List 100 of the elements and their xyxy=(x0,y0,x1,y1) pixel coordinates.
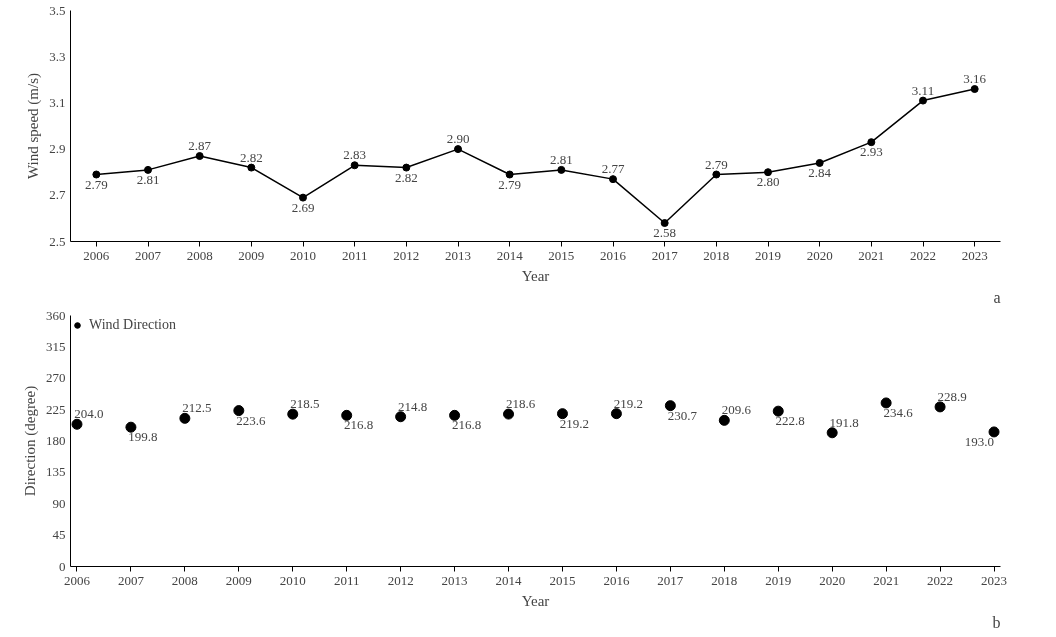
y-tick-label: 270 xyxy=(46,370,66,386)
data-label: 2.69 xyxy=(291,199,315,215)
x-tick-label: 2009 xyxy=(225,572,252,588)
x-axis-title: Year xyxy=(521,267,550,284)
y-tick-label: 3.1 xyxy=(49,94,66,110)
data-label: 2.79 xyxy=(84,176,108,192)
point xyxy=(395,411,407,423)
point xyxy=(664,400,676,412)
data-label: 230.7 xyxy=(667,407,698,423)
y-tick-label: 45 xyxy=(52,527,66,543)
point xyxy=(125,421,137,433)
x-tick-label: 2020 xyxy=(806,247,833,263)
x-tick-label: 2015 xyxy=(548,247,575,263)
x-tick-label: 2011 xyxy=(333,572,360,588)
x-tick-label: 2011 xyxy=(341,247,368,263)
point xyxy=(718,414,730,426)
x-tick-label: 2016 xyxy=(603,572,630,588)
data-label: 234.6 xyxy=(883,404,914,420)
x-tick-label: 2018 xyxy=(711,572,738,588)
data-label: 218.6 xyxy=(505,396,536,412)
x-tick-label: 2021 xyxy=(873,572,900,588)
point xyxy=(71,418,83,430)
data-label: 2.81 xyxy=(549,151,573,167)
point xyxy=(350,161,359,170)
x-tick-label: 2020 xyxy=(819,572,846,588)
data-label: 2.83 xyxy=(343,147,367,163)
point xyxy=(609,175,617,184)
data-label: 2.93 xyxy=(859,144,883,160)
data-label: 219.2 xyxy=(559,415,590,431)
point xyxy=(867,138,876,147)
x-tick-label: 2023 xyxy=(961,247,988,263)
point xyxy=(934,401,946,413)
point xyxy=(449,409,461,421)
point xyxy=(815,158,824,167)
x-tick-label: 2018 xyxy=(703,247,730,263)
point xyxy=(505,170,514,179)
data-label: 2.90 xyxy=(446,131,470,147)
point xyxy=(144,165,152,174)
x-tick-label: 2006 xyxy=(63,572,91,588)
x-tick-label: 2017 xyxy=(657,572,684,588)
data-label: 2.82 xyxy=(394,169,418,185)
data-label: 193.0 xyxy=(964,433,995,449)
data-label: 2.79 xyxy=(704,156,728,172)
data-label: 2.77 xyxy=(601,161,625,177)
x-tick-label: 2016 xyxy=(600,247,627,263)
data-label: 219.2 xyxy=(613,395,644,411)
data-label: 2.80 xyxy=(756,174,780,190)
data-label: 216.8 xyxy=(451,417,482,433)
point xyxy=(557,165,566,174)
y-tick-label: 2.5 xyxy=(49,233,66,249)
data-label: 216.8 xyxy=(344,417,374,433)
point xyxy=(988,426,1000,438)
legend-label: Wind Direction xyxy=(89,317,176,333)
y-tick-label: 2.9 xyxy=(49,141,66,157)
x-tick-label: 2007 xyxy=(117,572,145,588)
data-label: 2.79 xyxy=(498,176,522,192)
x-tick-label: 2017 xyxy=(651,247,679,263)
y-tick-label: 3.5 xyxy=(49,2,66,18)
x-axis-title: Year xyxy=(521,592,550,609)
point xyxy=(610,408,622,420)
data-label: 204.0 xyxy=(74,406,104,422)
point xyxy=(660,219,669,228)
x-tick-label: 2008 xyxy=(186,247,213,263)
data-label: 199.8 xyxy=(128,429,158,445)
data-label: 3.16 xyxy=(963,71,987,87)
data-label: 223.6 xyxy=(236,412,266,428)
data-label: 2.58 xyxy=(653,225,677,241)
x-tick-label: 2014 xyxy=(495,572,523,588)
data-label: 222.8 xyxy=(775,413,805,429)
point xyxy=(233,405,245,417)
x-tick-label: 2010 xyxy=(290,247,316,263)
text: a xyxy=(993,288,1001,306)
x-tick-label: 2015 xyxy=(549,572,576,588)
x-tick-label: 2023 xyxy=(981,572,1008,588)
point xyxy=(712,170,721,179)
data-label: 191.8 xyxy=(829,414,859,430)
point xyxy=(970,85,979,94)
x-tick-label: 2022 xyxy=(910,247,936,263)
y-tick-label: 225 xyxy=(46,401,66,417)
y-axis-title: Direction (degree) xyxy=(22,385,39,497)
data-label: 218.5 xyxy=(290,396,320,412)
point xyxy=(92,170,101,179)
data-label: 209.6 xyxy=(721,402,752,418)
data-label: 2.87 xyxy=(188,138,212,154)
data-label: 2.84 xyxy=(808,164,832,180)
x-tick-label: 2009 xyxy=(238,247,265,263)
point xyxy=(556,408,568,420)
point xyxy=(247,163,256,172)
point xyxy=(341,409,353,421)
x-tick-label: 2019 xyxy=(755,247,781,263)
y-tick-label: 315 xyxy=(46,338,66,354)
y-tick-label: 2.7 xyxy=(49,187,66,203)
x-tick-label: 2008 xyxy=(171,572,198,588)
y-tick-label: 0 xyxy=(59,558,66,574)
point xyxy=(402,163,411,172)
x-tick-label: 2013 xyxy=(441,572,468,588)
point xyxy=(287,408,299,420)
point xyxy=(299,193,307,202)
point xyxy=(764,168,772,177)
data-label: 212.5 xyxy=(182,400,212,416)
